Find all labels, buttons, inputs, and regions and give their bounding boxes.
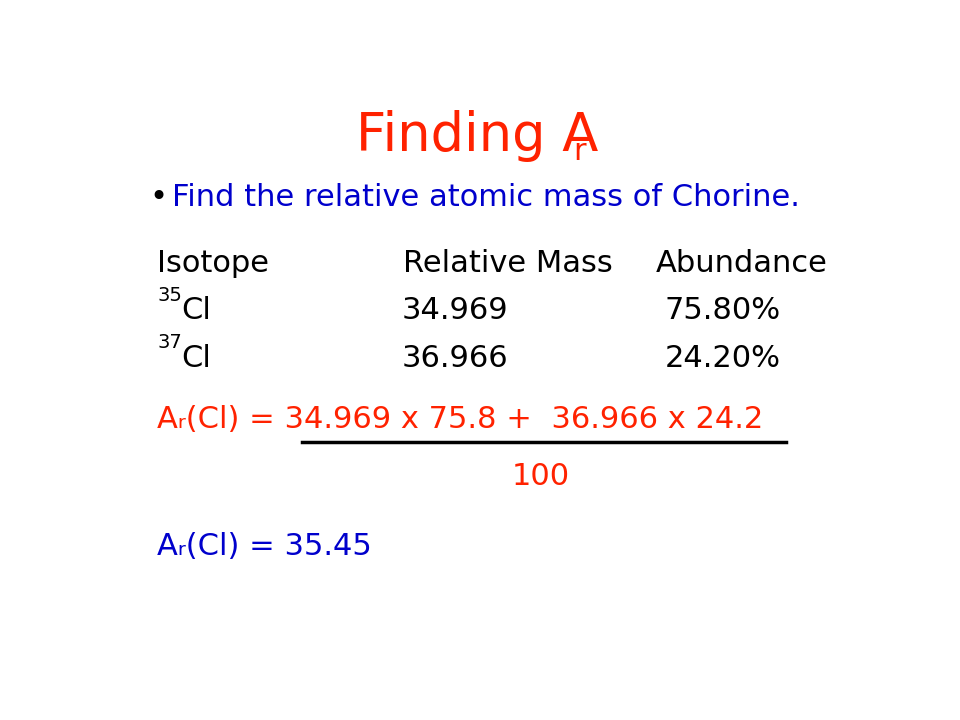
Text: 36.966: 36.966 [401, 343, 508, 372]
Text: Aᵣ(Cl) = 34.969 x 75.8 +  36.966 x 24.2: Aᵣ(Cl) = 34.969 x 75.8 + 36.966 x 24.2 [157, 405, 763, 433]
Text: 37: 37 [157, 333, 182, 352]
Text: 100: 100 [512, 462, 569, 491]
Text: Isotope: Isotope [157, 249, 269, 279]
Text: Abundance: Abundance [656, 249, 828, 279]
Text: r: r [573, 138, 587, 166]
Text: Find the relative atomic mass of Chorine.: Find the relative atomic mass of Chorine… [172, 183, 800, 212]
Text: 34.969: 34.969 [401, 297, 508, 325]
Text: Aᵣ(Cl) = 35.45: Aᵣ(Cl) = 35.45 [157, 532, 372, 561]
Text: •: • [150, 183, 168, 212]
Text: Cl: Cl [181, 343, 211, 372]
Text: 24.20%: 24.20% [664, 343, 780, 372]
Text: 75.80%: 75.80% [664, 297, 780, 325]
Text: Finding A: Finding A [356, 110, 598, 162]
Text: Relative Mass: Relative Mass [403, 249, 612, 279]
Text: Cl: Cl [181, 297, 211, 325]
Text: 35: 35 [157, 286, 182, 305]
